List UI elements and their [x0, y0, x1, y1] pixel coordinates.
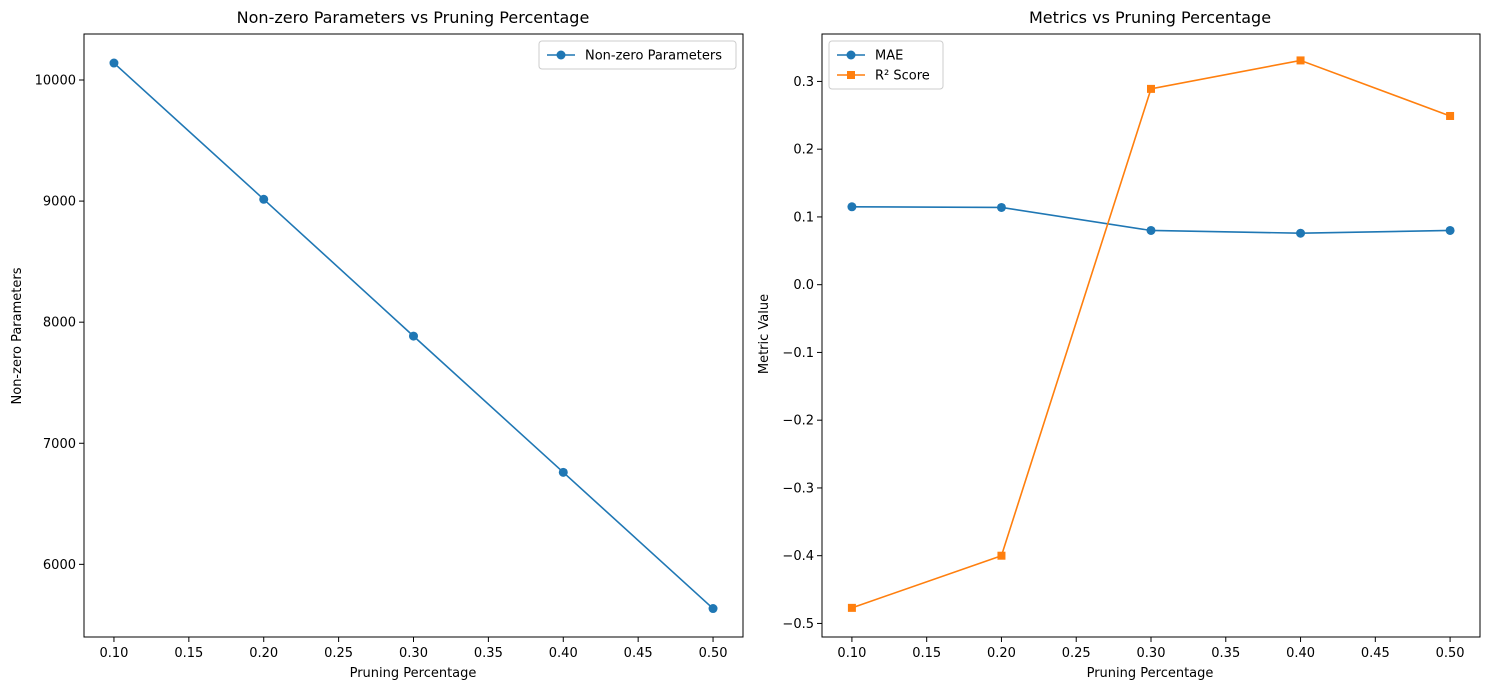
legend-marker	[556, 50, 566, 60]
chart-metrics: Metrics vs Pruning Percentage Pruning Pe…	[757, 8, 1481, 681]
data-point	[847, 202, 857, 212]
legend-box	[828, 40, 944, 90]
y-tick-label: −0.3	[782, 481, 814, 496]
y-axis: 6000 7000 8000 9000 10000	[35, 74, 84, 573]
x-tick-label: 0.35	[474, 646, 503, 661]
x-tick-label: 0.20	[987, 646, 1016, 661]
y-axis: −0.5 −0.4 −0.3 −0.2 −0.1 0.0 0.1 0.2 0.3	[782, 75, 822, 632]
legend-box	[538, 40, 737, 70]
legend: MAE R² Score	[828, 40, 944, 90]
x-tick-label: 0.50	[1436, 646, 1465, 661]
data-point	[1446, 111, 1455, 120]
legend-item: MAE	[837, 49, 903, 64]
x-tick-label: 0.10	[837, 646, 866, 661]
x-tick-label: 0.30	[399, 646, 428, 661]
data-point	[996, 202, 1006, 212]
y-axis-label: Metric Value	[757, 294, 772, 374]
x-axis: 0.10 0.15 0.20 0.25 0.30 0.35 0.40 0.45 0.50	[99, 637, 728, 661]
y-tick-label: −0.2	[782, 414, 814, 429]
data-point	[1445, 225, 1455, 235]
x-tick-label: 0.40	[549, 646, 578, 661]
y-tick-label: 9000	[43, 195, 76, 210]
x-tick-label: 0.25	[1062, 646, 1091, 661]
y-tick-label: 7000	[43, 437, 76, 452]
y-tick-label: 0.0	[793, 278, 814, 293]
x-tick-label: 0.15	[912, 646, 941, 661]
chart-title: Non-zero Parameters vs Pruning Percentag…	[237, 8, 590, 27]
series-1	[847, 56, 1455, 612]
y-tick-label: −0.4	[782, 549, 814, 564]
legend-label: Non-zero Parameters	[585, 49, 722, 64]
legend-label: R² Score	[875, 69, 930, 84]
x-tick-label: 0.25	[324, 646, 353, 661]
legend-item: R² Score	[837, 69, 930, 84]
x-axis: 0.10 0.15 0.20 0.25 0.30 0.35 0.40 0.45 0.50	[837, 637, 1465, 661]
data-point	[1146, 225, 1156, 235]
legend-marker	[846, 50, 856, 60]
series-0	[109, 58, 718, 614]
data-point	[1147, 84, 1155, 93]
x-tick-label: 0.20	[249, 646, 278, 661]
data-point	[847, 603, 856, 612]
y-tick-label: −0.5	[782, 617, 814, 632]
chart-title: Metrics vs Pruning Percentage	[1029, 8, 1271, 27]
x-tick-label: 0.35	[1211, 646, 1240, 661]
legend-marker	[847, 71, 855, 79]
data-point	[409, 331, 418, 341]
y-tick-label: 0.1	[793, 210, 814, 225]
x-tick-label: 0.50	[699, 646, 728, 661]
y-tick-label: 0.2	[793, 143, 814, 158]
x-tick-label: 0.30	[1137, 646, 1166, 661]
x-tick-label: 0.15	[174, 646, 203, 661]
x-tick-label: 0.45	[624, 646, 653, 661]
data-point	[1296, 228, 1306, 238]
legend: Non-zero Parameters	[538, 40, 737, 70]
x-tick-label: 0.10	[99, 646, 128, 661]
x-axis-label: Pruning Percentage	[350, 666, 477, 681]
data-point	[1296, 56, 1305, 65]
y-axis-label: Non-zero Parameters	[10, 267, 25, 404]
y-tick-label: 6000	[43, 558, 76, 573]
y-tick-label: 8000	[43, 316, 76, 331]
data-point	[708, 604, 718, 614]
legend-item: Non-zero Parameters	[547, 49, 722, 64]
data-point	[558, 467, 568, 477]
series-0	[847, 202, 1455, 238]
x-axis-label: Pruning Percentage	[1087, 666, 1214, 681]
data-point	[997, 551, 1006, 560]
y-tick-label: 0.3	[793, 75, 814, 90]
chart-nonzero-parameters: Non-zero Parameters vs Pruning Percentag…	[10, 8, 744, 681]
data-point	[259, 194, 269, 204]
legend-label: MAE	[875, 49, 903, 64]
y-tick-label: 10000	[35, 74, 76, 89]
x-tick-label: 0.40	[1286, 646, 1315, 661]
x-tick-label: 0.45	[1361, 646, 1390, 661]
data-point	[109, 58, 119, 68]
y-tick-label: −0.1	[782, 346, 814, 361]
